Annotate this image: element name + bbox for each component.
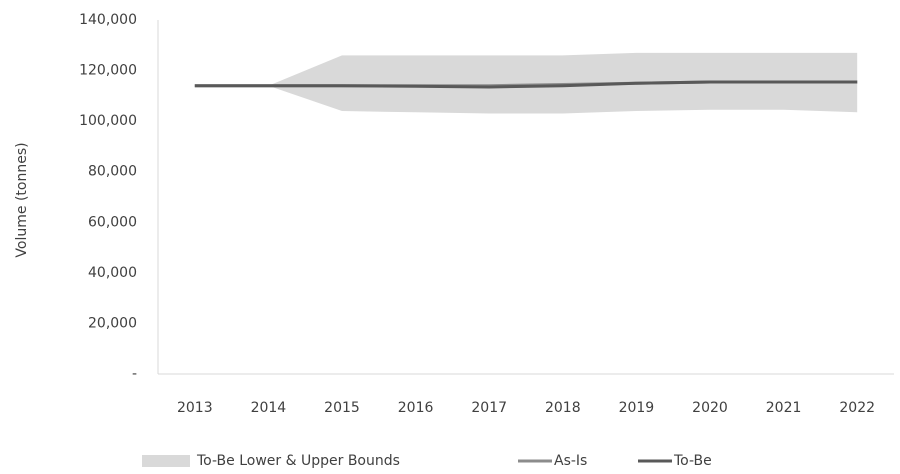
series-line [194, 80, 858, 89]
y-tick-label: 80,000 [88, 164, 137, 180]
y-axis-label: Volume (tonnes) [14, 142, 30, 257]
bounds-area [194, 52, 858, 114]
legend-swatch [142, 455, 190, 467]
y-tick-label: 120,000 [79, 63, 137, 79]
x-tick-label: 2014 [251, 400, 287, 416]
x-tick-label: 2013 [177, 400, 213, 416]
legend-label: As-Is [554, 453, 587, 469]
x-tick-label: 2022 [839, 400, 875, 416]
x-tick-label: 2018 [545, 400, 581, 416]
y-tick-label: 40,000 [88, 265, 137, 281]
y-tick-label: 20,000 [88, 315, 137, 331]
y-tick-label: 60,000 [88, 214, 137, 230]
x-tick-label: 2017 [471, 400, 507, 416]
legend-label: To-Be Lower & Upper Bounds [196, 453, 400, 469]
legend-label: To-Be [673, 453, 712, 469]
x-tick-label: 2015 [324, 400, 360, 416]
x-tick-label: 2016 [398, 400, 434, 416]
x-tick-label: 2020 [692, 400, 728, 416]
y-tick-label: - [132, 366, 137, 382]
y-tick-label: 100,000 [79, 113, 137, 129]
x-tick-label: 2019 [619, 400, 655, 416]
x-tick-label: 2021 [766, 400, 802, 416]
y-tick-label: 140,000 [79, 12, 137, 28]
